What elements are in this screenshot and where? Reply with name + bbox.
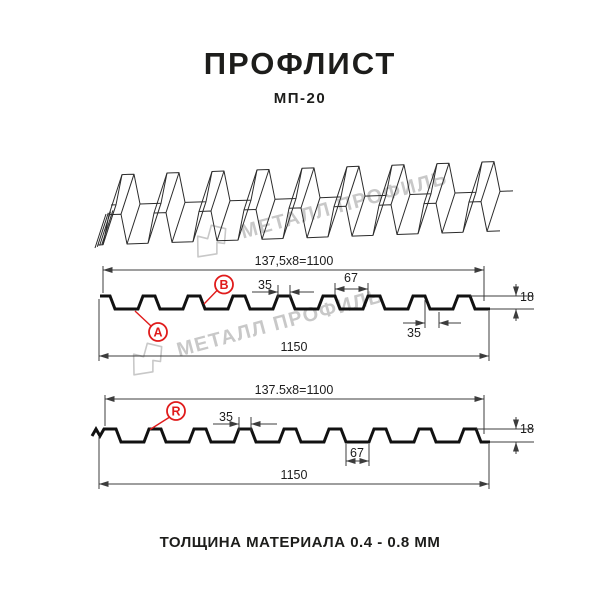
page-title: ПРОФЛИСТ	[203, 46, 397, 81]
sheet-back-edge	[110, 161, 514, 206]
dim-formula: 137,5x8=1100	[255, 254, 334, 268]
dim-rib-top: 35	[219, 410, 233, 424]
dim-valley: 67	[344, 271, 358, 285]
side-label-a: A	[134, 310, 168, 342]
dim-formula: 137.5x8=1100	[255, 383, 334, 397]
label-a-text: A	[153, 326, 162, 340]
dim-total: 1150	[281, 468, 308, 482]
dim-height: 18	[520, 422, 534, 436]
side-label-r: R	[149, 401, 186, 431]
side-label-b: B	[203, 274, 234, 305]
dim-total: 1150	[281, 340, 308, 354]
cross-section-bottom: 137.5x8=1100 35 67 18 1150 R	[90, 383, 534, 489]
perspective-view	[94, 161, 514, 249]
profile-model-subtitle: МП-20	[273, 90, 327, 107]
cross-section-top: 137,5x8=1100 35 67 18 35 1150 B A	[98, 254, 534, 361]
dim-valley: 67	[350, 446, 364, 460]
dim-rib-bottom: 35	[407, 326, 421, 340]
label-r-text: R	[171, 405, 180, 419]
dim-height: 18	[520, 290, 534, 304]
dim-rib-top: 35	[258, 278, 272, 292]
profile-outline	[90, 425, 490, 444]
material-thickness-note: ТОЛЩИНА МАТЕРИАЛА 0.4 - 0.8 ММ	[159, 534, 441, 551]
sheet-front-edge	[97, 201, 501, 246]
profile-outline	[100, 294, 490, 311]
dimension-lines	[98, 266, 534, 361]
sheet-depth-lines	[94, 161, 501, 249]
dimension-lines	[98, 395, 534, 489]
label-b-text: B	[219, 278, 228, 292]
